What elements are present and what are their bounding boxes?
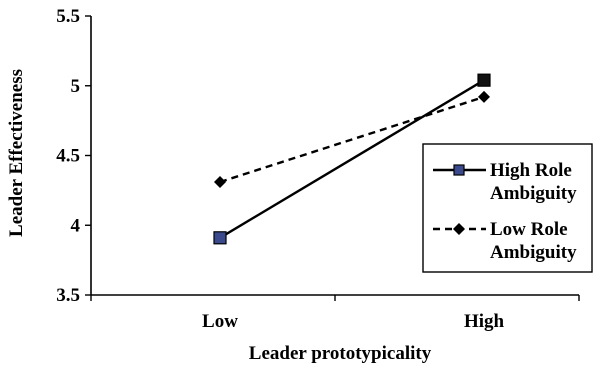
legend-box xyxy=(422,143,593,273)
y-axis-title: Leader Effectiveness xyxy=(6,69,27,237)
legend-label-high-role-line2: Ambiguity xyxy=(490,183,577,204)
data-point-square xyxy=(213,231,227,245)
legend-marker-diamond xyxy=(453,223,465,235)
y-tick-label: 5.5 xyxy=(56,6,80,27)
series-layer xyxy=(213,73,491,245)
y-tick-label: 4.5 xyxy=(56,146,80,167)
y-ticks: 3.5 4 4.5 5 5.5 xyxy=(56,6,91,306)
data-point-diamond xyxy=(214,176,226,189)
legend-marker-square xyxy=(453,164,465,176)
series-line-low-role-ambiguity xyxy=(219,95,485,184)
legend-label-high-role-line1: High Role xyxy=(490,160,572,181)
y-tick-label: 5 xyxy=(71,76,81,97)
legend: High Role Ambiguity Low Role Ambiguity xyxy=(422,143,593,273)
data-point-diamond xyxy=(478,90,490,103)
legend-label-low-role-line1: Low Role xyxy=(490,219,568,240)
legend-label-low-role-line2: Ambiguity xyxy=(490,242,577,263)
x-axis-title: Leader prototypicality xyxy=(249,343,432,364)
data-point-square xyxy=(477,73,491,87)
y-tick-label: 4 xyxy=(71,215,81,236)
x-tick-label-high: High xyxy=(464,311,505,332)
series-line-high-role-ambiguity xyxy=(219,79,485,239)
x-tick-label-low: Low xyxy=(202,311,238,332)
y-tick-label: 3.5 xyxy=(56,285,80,306)
